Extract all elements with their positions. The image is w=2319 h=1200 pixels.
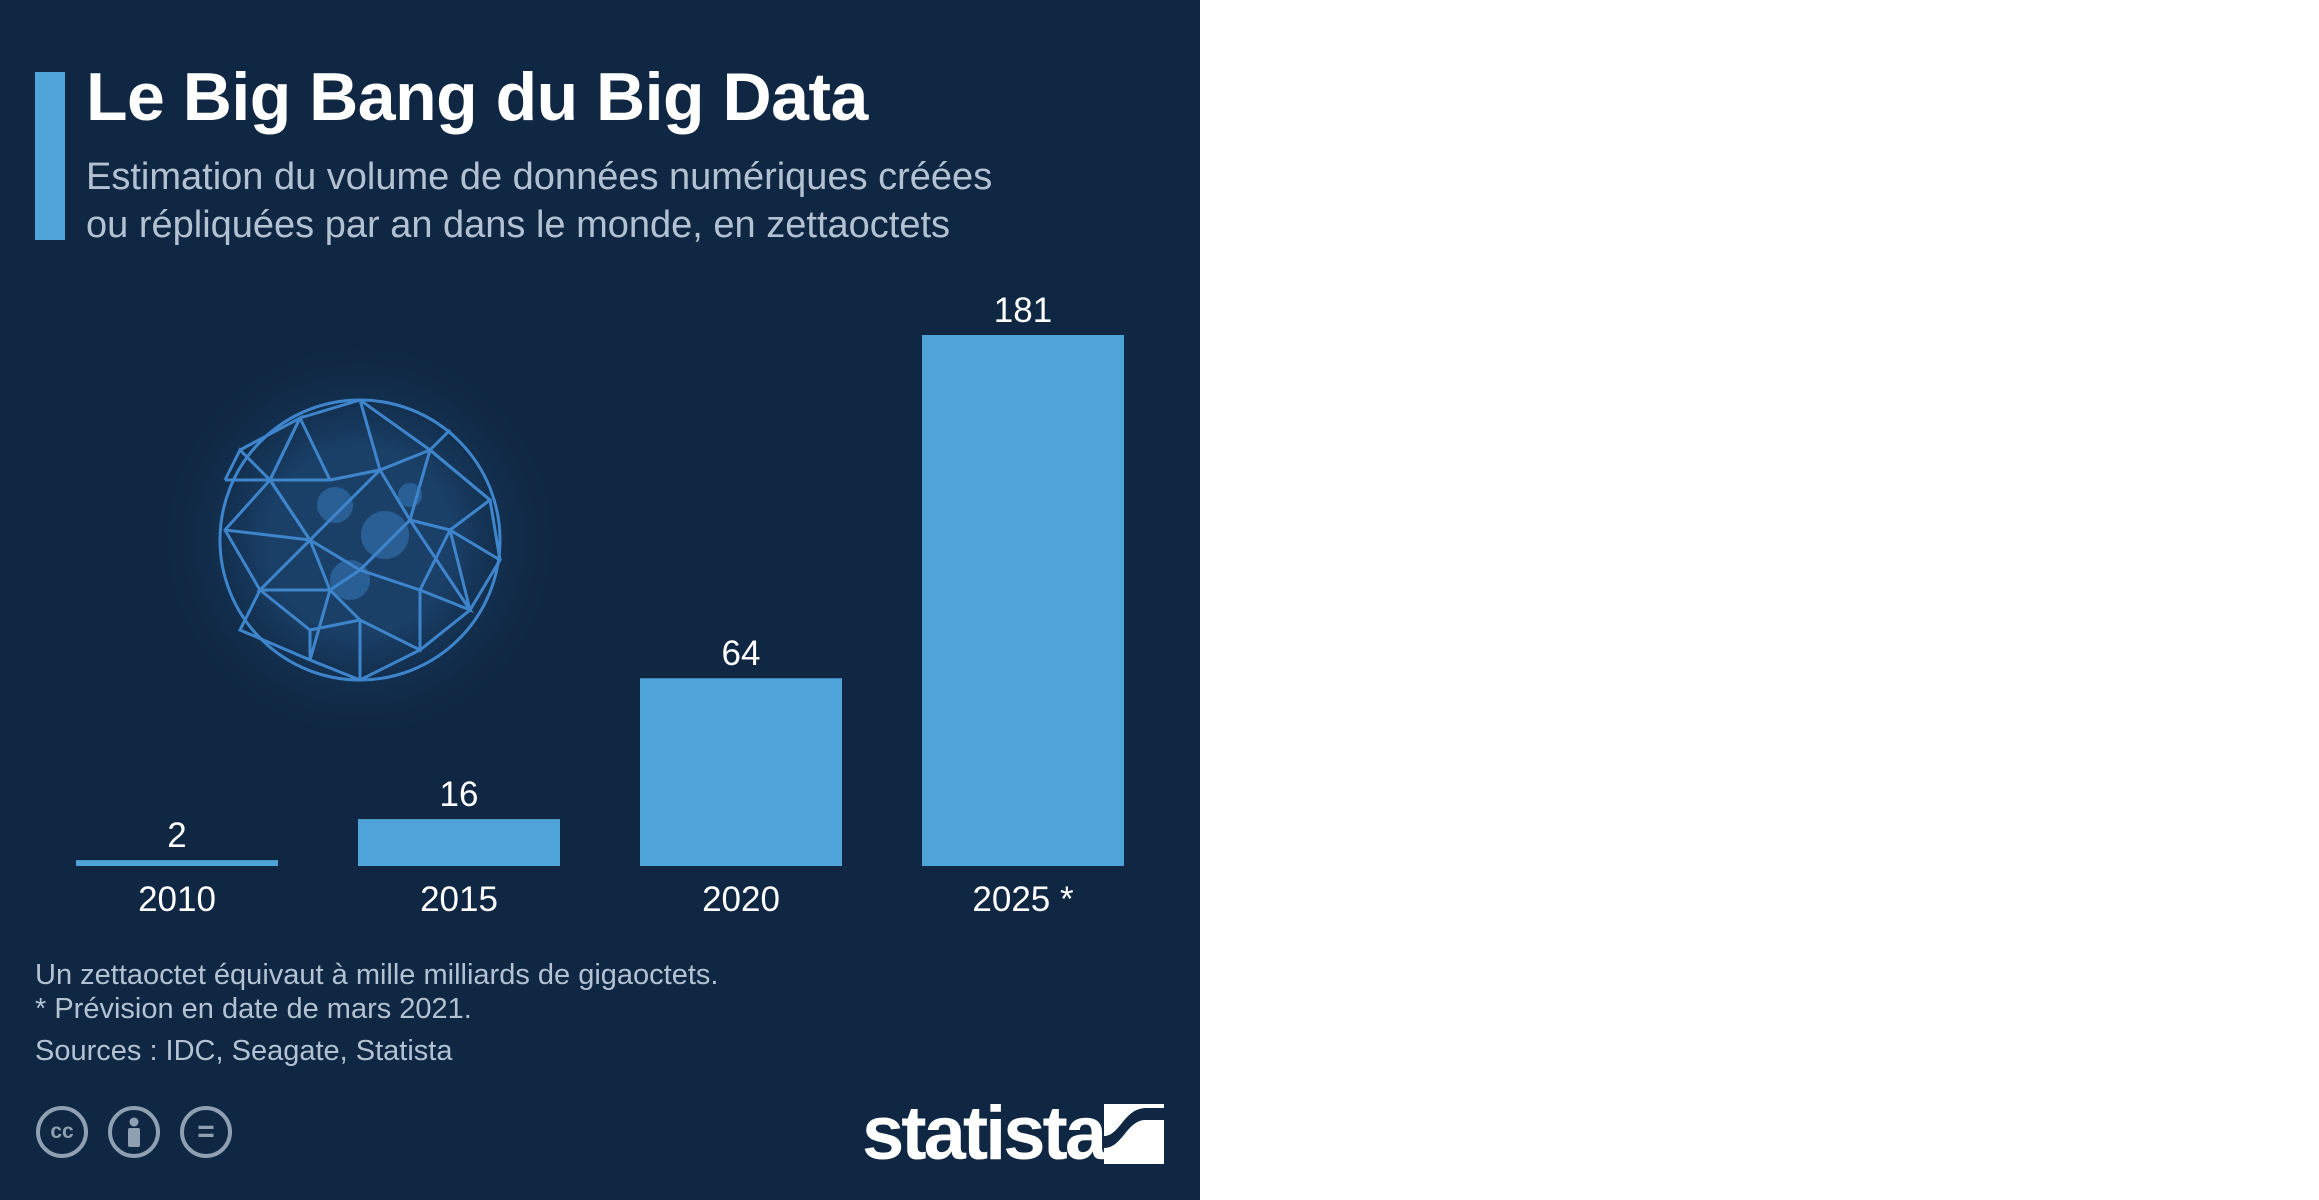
- bar-2010: [76, 860, 278, 866]
- bar-2015: [358, 819, 560, 866]
- footnote-definition: Un zettaoctet équivaut à mille milliards…: [35, 959, 719, 991]
- data-label: 2: [167, 816, 186, 855]
- bar-2020: [640, 678, 842, 866]
- x-tick-label: 2020: [702, 880, 780, 919]
- data-label: 64: [722, 634, 761, 673]
- brand-wordmark[interactable]: statista: [862, 1091, 1107, 1176]
- chart-subtitle-line-2: ou répliquées par an dans le monde, en z…: [86, 204, 951, 246]
- person-icon: [128, 1117, 140, 1147]
- data-label: 16: [440, 775, 479, 814]
- statista-logo-icon[interactable]: [1104, 1104, 1164, 1164]
- chart-title: Le Big Bang du Big Data: [86, 59, 868, 135]
- data-label: 181: [994, 291, 1052, 330]
- x-tick-label: 2025 *: [972, 880, 1074, 919]
- bar-chart: 2 2010 16 2015 64 2020 181 2025 *: [76, 291, 1124, 919]
- title-accent-bar: [35, 72, 65, 240]
- no-derivatives-icon[interactable]: =: [180, 1106, 232, 1158]
- x-tick-label: 2015: [420, 880, 498, 919]
- bar-2025: [922, 335, 1124, 866]
- cc-icon[interactable]: cc: [36, 1106, 88, 1158]
- globe-icon: [155, 335, 565, 745]
- chart-subtitle-line-1: Estimation du volume de données numériqu…: [86, 156, 993, 198]
- footnote-forecast: * Prévision en date de mars 2021.: [35, 993, 472, 1025]
- sources-text: Sources : IDC, Seagate, Statista: [35, 1035, 453, 1067]
- infographic-panel: Le Big Bang du Big Data Estimation du vo…: [0, 0, 1200, 1200]
- x-tick-label: 2010: [138, 880, 216, 919]
- attribution-icon[interactable]: [108, 1106, 160, 1158]
